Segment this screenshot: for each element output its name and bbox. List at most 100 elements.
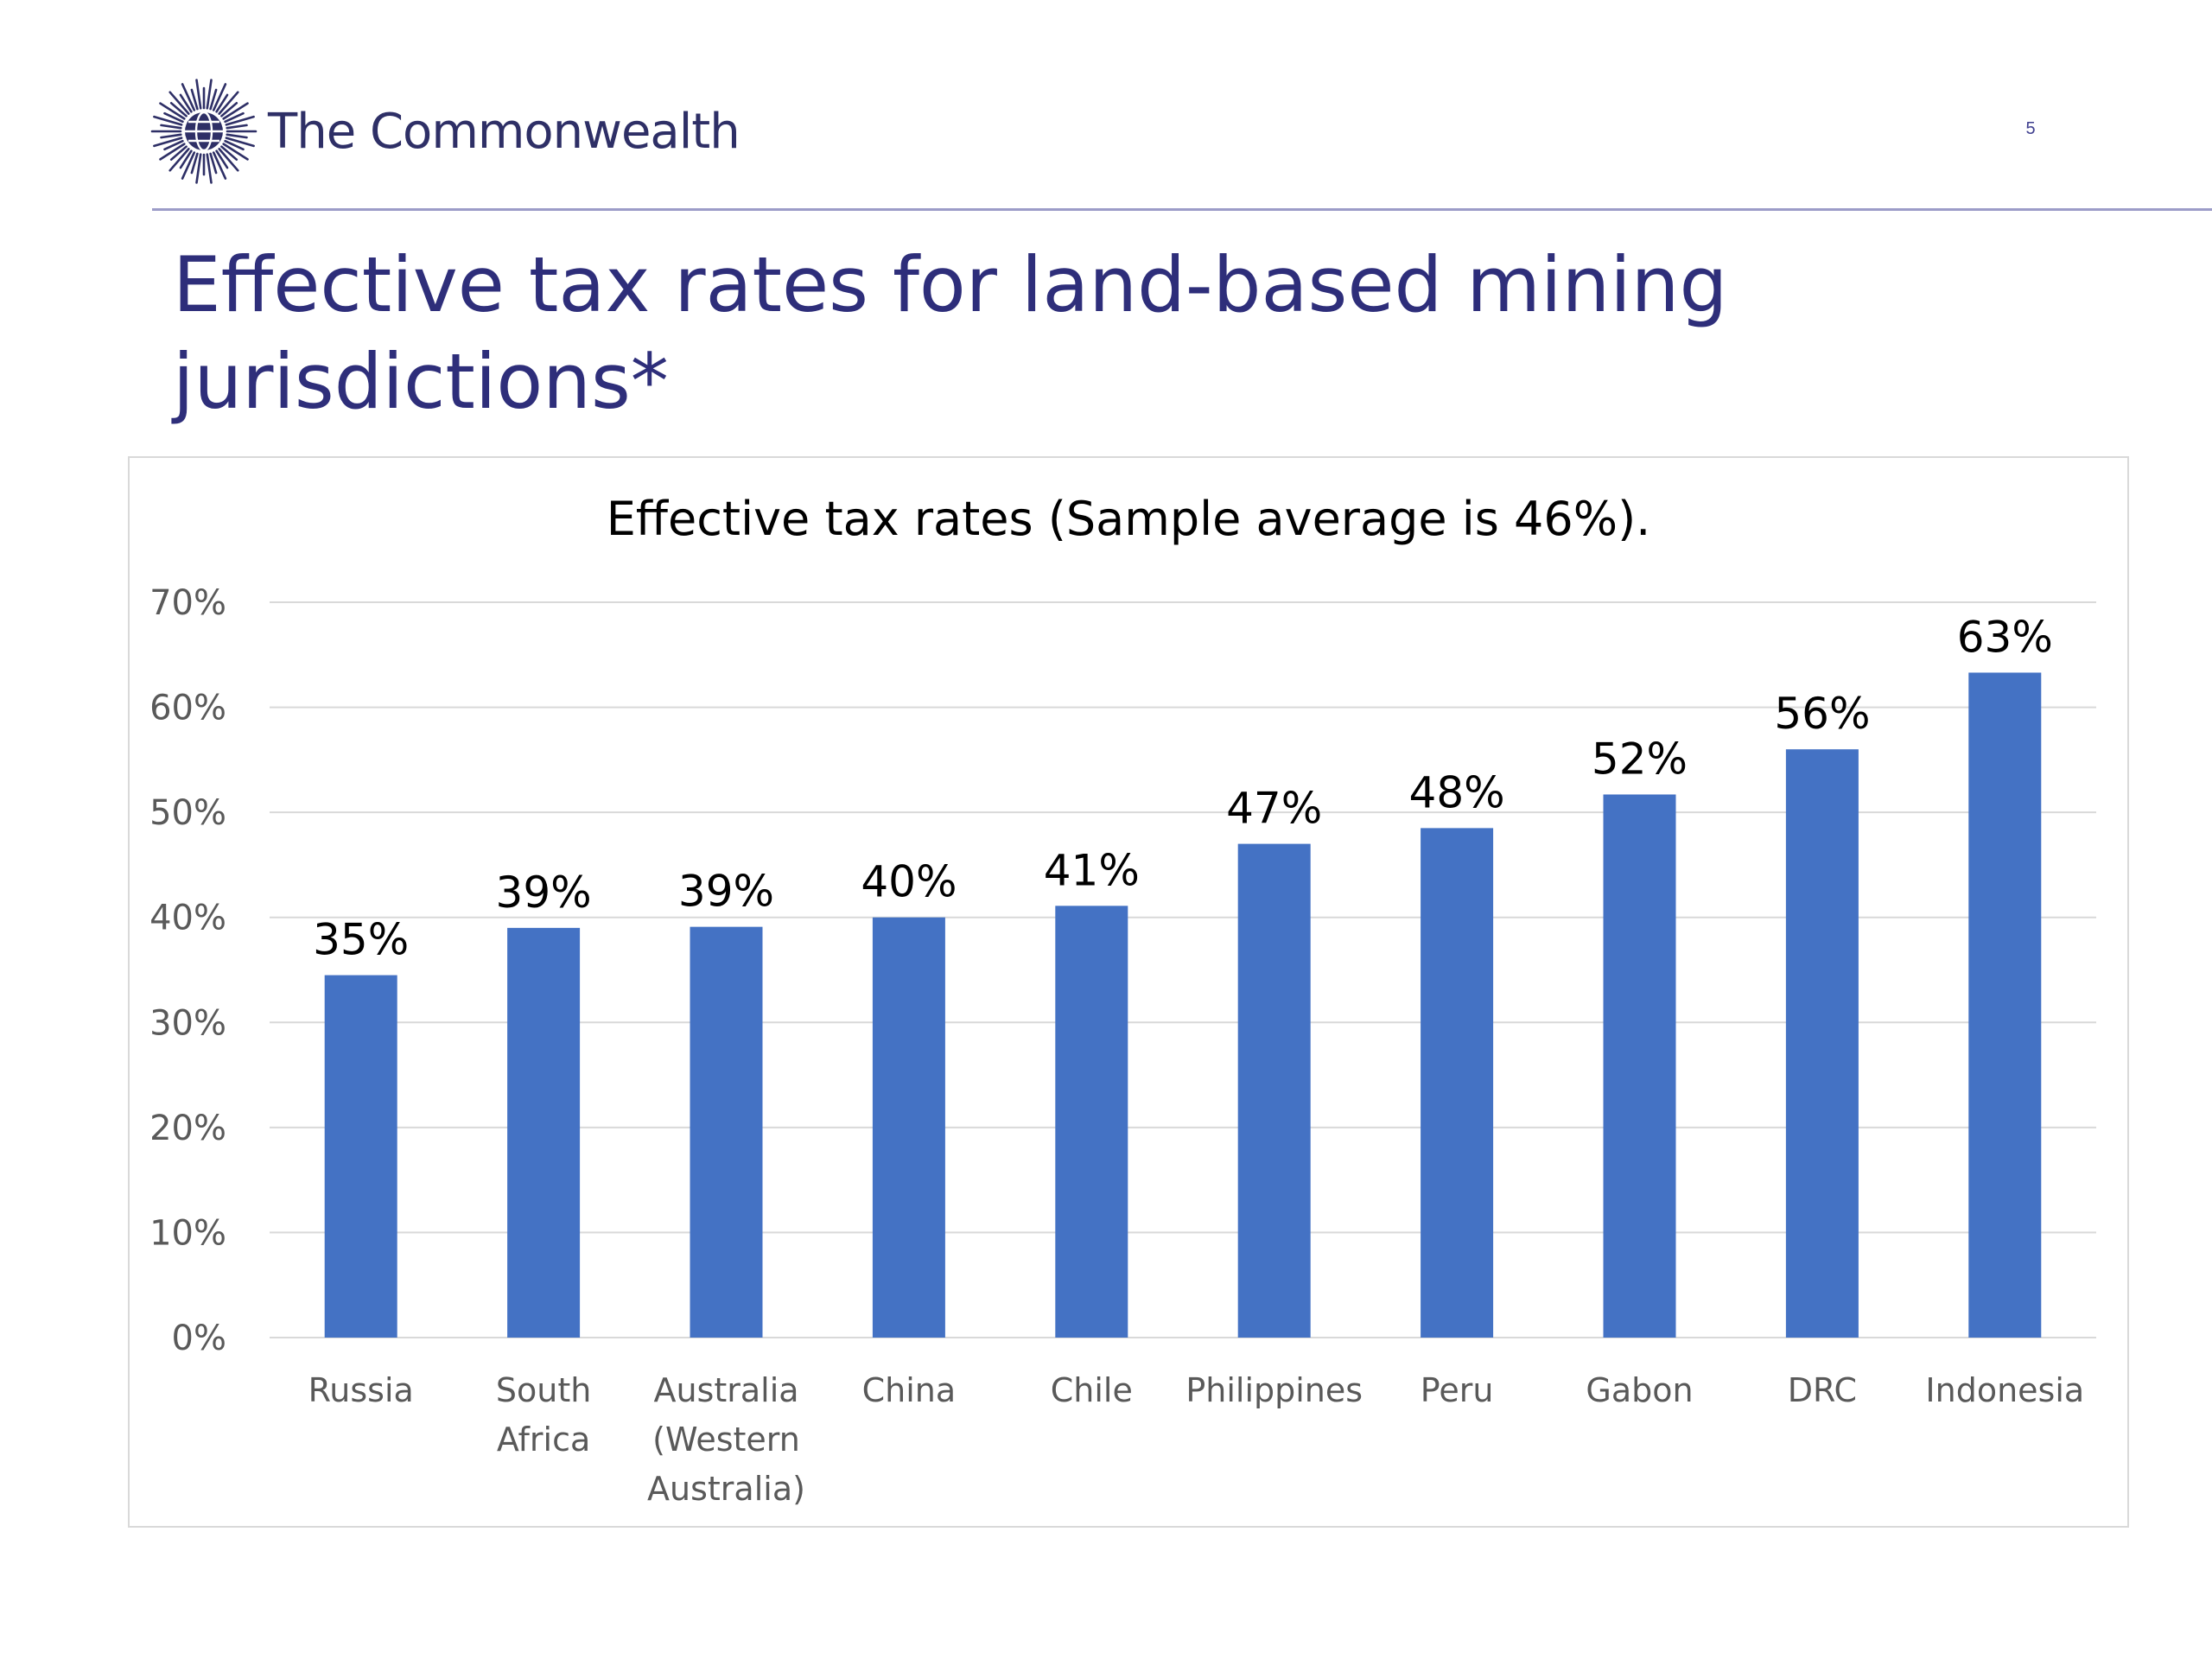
category-label-line: Philippines [1185,1371,1363,1409]
bar [507,927,581,1338]
data-label: 48% [1409,767,1505,817]
logo-ray [206,153,213,184]
logo-ray [195,79,202,110]
logo-ray [225,137,255,148]
category-label-line: DRC [1788,1371,1857,1409]
logo-ray [212,83,227,111]
logo-ray [212,151,227,180]
logo-ray [190,152,199,175]
logo-ray [160,133,182,139]
category-label-line: (Western [652,1421,800,1459]
logo-ray [168,148,190,172]
logo-ray [181,151,196,180]
logo-ray [181,83,196,111]
bar [1421,828,1494,1338]
logo-ray [226,133,248,139]
category-label: Philippines [1185,1371,1363,1409]
bar [872,917,945,1338]
bars [324,672,2042,1338]
data-label: 52% [1592,734,1688,784]
bar [1055,906,1128,1338]
y-tick-label: 0% [172,1319,226,1358]
category-label: DRC [1788,1371,1857,1409]
category-label: China [862,1371,957,1409]
logo-ray [169,101,188,118]
category-label-line: South [496,1371,591,1409]
logo-ray [190,88,199,111]
slide-title-line-1: Effective tax rates for land-based minin… [173,240,1728,329]
category-label-line: Indonesia [1925,1371,2084,1409]
category-label: South Africa [496,1371,591,1459]
logo-ray [226,124,248,130]
logo-ray [163,139,184,151]
logo-ray [225,115,255,126]
logo-ray [220,101,238,118]
y-tick-label: 40% [149,899,226,938]
commonwealth-emblem-icon [150,79,257,184]
logo-ray [168,91,190,115]
y-tick-label: 50% [149,793,226,833]
data-label: 39% [678,867,774,917]
data-label: 40% [861,857,957,907]
logo-ray [224,139,245,151]
y-tick-label: 70% [149,583,226,623]
bar [324,975,397,1338]
category-label-line: China [862,1371,957,1409]
logo-ray [159,143,186,161]
y-tick-label: 60% [149,689,226,728]
logo-ray [163,111,184,124]
y-tick-label: 30% [149,1003,226,1043]
category-label: Indonesia [1925,1371,2084,1409]
logo-ray [224,111,245,124]
logo-ray [220,145,238,161]
category-label-line: Russia [308,1371,414,1409]
bar [1603,794,1676,1338]
logo-ray [169,145,188,161]
data-label: 56% [1774,689,1870,739]
y-axis-ticks: 0% 10% 20% 30% 40% 50% 60% 70% [149,583,226,1358]
data-label: 39% [496,868,592,918]
bar [1237,843,1311,1338]
slide-title: Effective tax rates for land-based minin… [173,237,2074,430]
data-label: 63% [1957,612,2053,662]
category-label-line: Gabon [1586,1371,1693,1409]
data-labels: 35% 39% 39% 40% 41% 47% 48% 52% 56% 63% [313,612,2053,964]
category-label-line: Peru [1421,1371,1494,1409]
logo-ray [153,115,183,126]
logo-ray [218,91,239,115]
page-number: 5 [2025,119,2036,138]
logo-ray [195,153,202,184]
data-label: 41% [1044,845,1140,895]
slide-title-line-2: jurisdictions* [173,337,669,426]
logo-ray [222,143,249,161]
commonwealth-logo: The Commonwealth [149,71,741,192]
category-label: Australia (Western Australia) [647,1371,805,1508]
logo-ray [209,152,218,175]
bar [1968,672,2042,1338]
logo-ray [159,102,186,120]
logo-ray [153,137,183,148]
logo-ray [218,148,239,172]
y-tick-label: 20% [149,1109,226,1148]
logo-ray [179,149,193,169]
category-label: Chile [1051,1371,1133,1409]
category-label: Gabon [1586,1371,1693,1409]
logo-text: The Commonwealth [268,103,741,160]
chart-title: Effective tax rates (Sample average is 4… [607,492,1651,546]
bar [1785,749,1859,1338]
logo-ray [222,102,249,120]
bar [690,926,763,1338]
category-label: Peru [1421,1371,1494,1409]
logo-ray [160,124,182,130]
logo-ray [215,149,229,169]
header-divider [152,208,2212,211]
data-label: 47% [1226,784,1322,834]
logo-ray [215,93,229,113]
logo-ray [206,79,213,110]
category-label-line: Australia) [647,1470,805,1508]
y-tick-label: 10% [149,1213,226,1253]
category-label-line: Chile [1051,1371,1133,1409]
